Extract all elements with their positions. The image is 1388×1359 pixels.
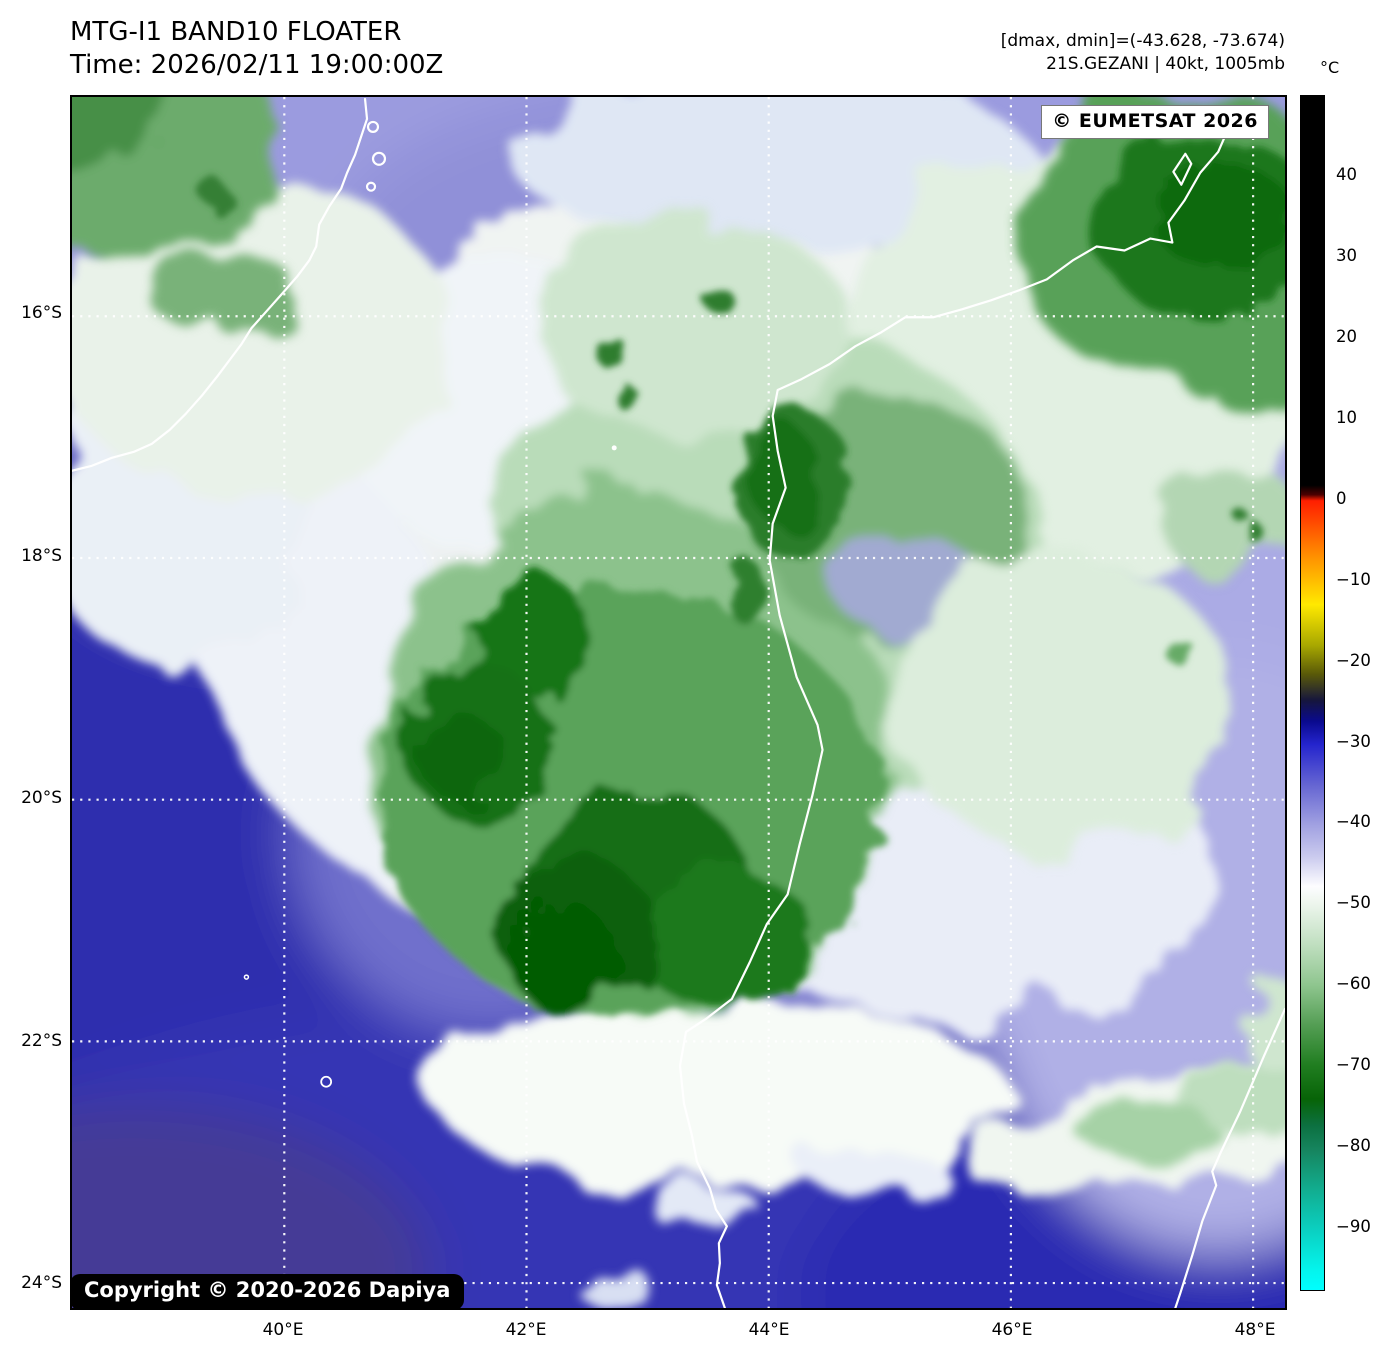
eumetsat-watermark: © EUMETSAT 2026 xyxy=(1041,105,1269,139)
colorbar-tick-m80: −80 xyxy=(1336,1136,1371,1155)
colorbar-tick-40: 40 xyxy=(1336,165,1357,184)
product-title: MTG-I1 BAND10 FLOATER xyxy=(70,17,402,47)
graticule-gridlines xyxy=(72,97,1285,1308)
lon-tick-42e: 42°E xyxy=(505,1320,547,1340)
africa-coastline xyxy=(72,97,369,472)
coastal-islet-icon xyxy=(365,181,377,192)
lat-tick-24s: 24°S xyxy=(21,1273,62,1293)
colorbar-tick-m50: −50 xyxy=(1336,893,1371,912)
tiny-white-dot-marker xyxy=(611,445,617,451)
colorbar-tick-m10: −10 xyxy=(1336,570,1371,589)
colorbar-tick-m60: −60 xyxy=(1336,974,1371,993)
lat-tick-20s: 20°S xyxy=(21,788,62,808)
copyright-badge: Copyright © 2020-2026 Dapiya xyxy=(72,1274,465,1308)
coastlines-layer xyxy=(72,97,1285,1308)
small-island-marker xyxy=(320,1075,333,1088)
temperature-colorbar xyxy=(1300,95,1325,1291)
madagascar-offshore-island xyxy=(1172,152,1193,186)
header-left: MTG-I1 BAND10 FLOATER Time: 2026/02/11 1… xyxy=(70,16,443,82)
convective-cores-layer xyxy=(202,136,1285,1019)
lat-tick-18s: 18°S xyxy=(21,546,62,566)
coastal-islet-icon xyxy=(366,120,380,133)
dmax-dmin-readout: [dmax, dmin]=(-43.628, -73.674) xyxy=(1000,31,1285,51)
map-canvas: © EUMETSAT 2026 Copyright © 2020-2026 Da… xyxy=(70,95,1287,1310)
lon-tick-48e: 48°E xyxy=(1234,1320,1276,1340)
colorbar-tick-m20: −20 xyxy=(1336,651,1371,670)
colorbar-tick-m40: −40 xyxy=(1336,812,1371,831)
timestamp: Time: 2026/02/11 19:00:00Z xyxy=(70,50,444,80)
lat-tick-22s: 22°S xyxy=(21,1031,62,1051)
madagascar-west-coastline xyxy=(678,127,1230,1308)
header-right: [dmax, dmin]=(-43.628, -73.674) 21S.GEZA… xyxy=(1001,30,1285,76)
colorbar-tick-30: 30 xyxy=(1336,246,1357,265)
lon-tick-46e: 46°E xyxy=(991,1320,1033,1340)
lat-tick-16s: 16°S xyxy=(21,303,62,323)
colorbar-tick-20: 20 xyxy=(1336,327,1357,346)
tiny-island-marker xyxy=(243,974,250,980)
madagascar-east-coastline xyxy=(1174,1007,1285,1308)
storm-info: 21S.GEZANI | 40kt, 1005mb xyxy=(1046,54,1285,74)
satellite-scene xyxy=(72,97,1285,1308)
colorbar-tick-m90: −90 xyxy=(1336,1217,1371,1236)
colorbar-unit-label: °C xyxy=(1320,58,1340,77)
colorbar-tick-10: 10 xyxy=(1336,408,1357,427)
coastal-islet-icon xyxy=(371,151,387,166)
colorbar-tick-0: 0 xyxy=(1336,489,1347,508)
colorbar-tick-m30: −30 xyxy=(1336,732,1371,751)
lon-tick-40e: 40°E xyxy=(262,1320,304,1340)
lon-tick-44e: 44°E xyxy=(748,1320,790,1340)
colorbar-tick-m70: −70 xyxy=(1336,1055,1371,1074)
